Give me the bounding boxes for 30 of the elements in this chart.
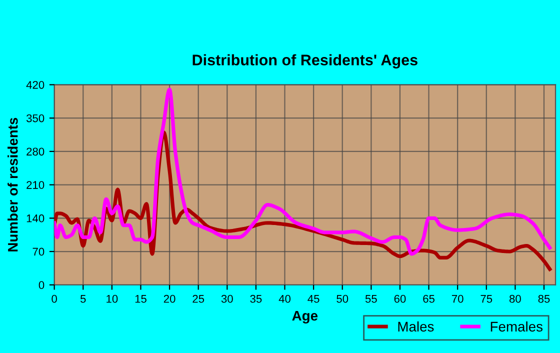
- x-tick-label: 50: [336, 294, 348, 303]
- y-tick-label: 350: [26, 114, 44, 122]
- y-tick-label: 140: [26, 214, 44, 222]
- y-tick-label: 0: [38, 281, 44, 290]
- x-tick-label: 80: [509, 294, 521, 303]
- y-axis-title: Number of residents: [8, 118, 18, 252]
- x-tick-label: 60: [394, 294, 406, 303]
- x-axis-title: Age: [292, 310, 318, 324]
- x-tick-label: 75: [480, 295, 492, 303]
- x-tick-label: 45: [308, 295, 320, 303]
- x-tick-label: 5: [80, 295, 86, 303]
- x-tick-label: 20: [164, 294, 176, 303]
- y-tick-label: 70: [32, 248, 44, 256]
- x-tick-label: 40: [278, 294, 290, 303]
- y-tick-label: 210: [26, 181, 44, 189]
- x-tick-label: 65: [423, 294, 434, 303]
- x-tick-label: 25: [192, 294, 204, 303]
- legend-label: Females: [490, 321, 543, 332]
- x-tick-label: 30: [221, 294, 233, 303]
- y-tick-label: 420: [26, 80, 44, 89]
- x-tick-label: 55: [365, 295, 377, 303]
- chart-title: Distribution of Residents' Ages: [192, 54, 418, 69]
- x-tick-label: 85: [538, 294, 550, 303]
- x-tick-label: 15: [135, 295, 146, 303]
- x-tick-label: 35: [250, 294, 262, 303]
- x-tick-label: 0: [52, 294, 57, 303]
- x-tick-label: 10: [106, 294, 118, 303]
- y-tick-label: 280: [26, 148, 44, 156]
- legend-label: Males: [398, 321, 434, 332]
- x-tick-label: 70: [452, 294, 464, 303]
